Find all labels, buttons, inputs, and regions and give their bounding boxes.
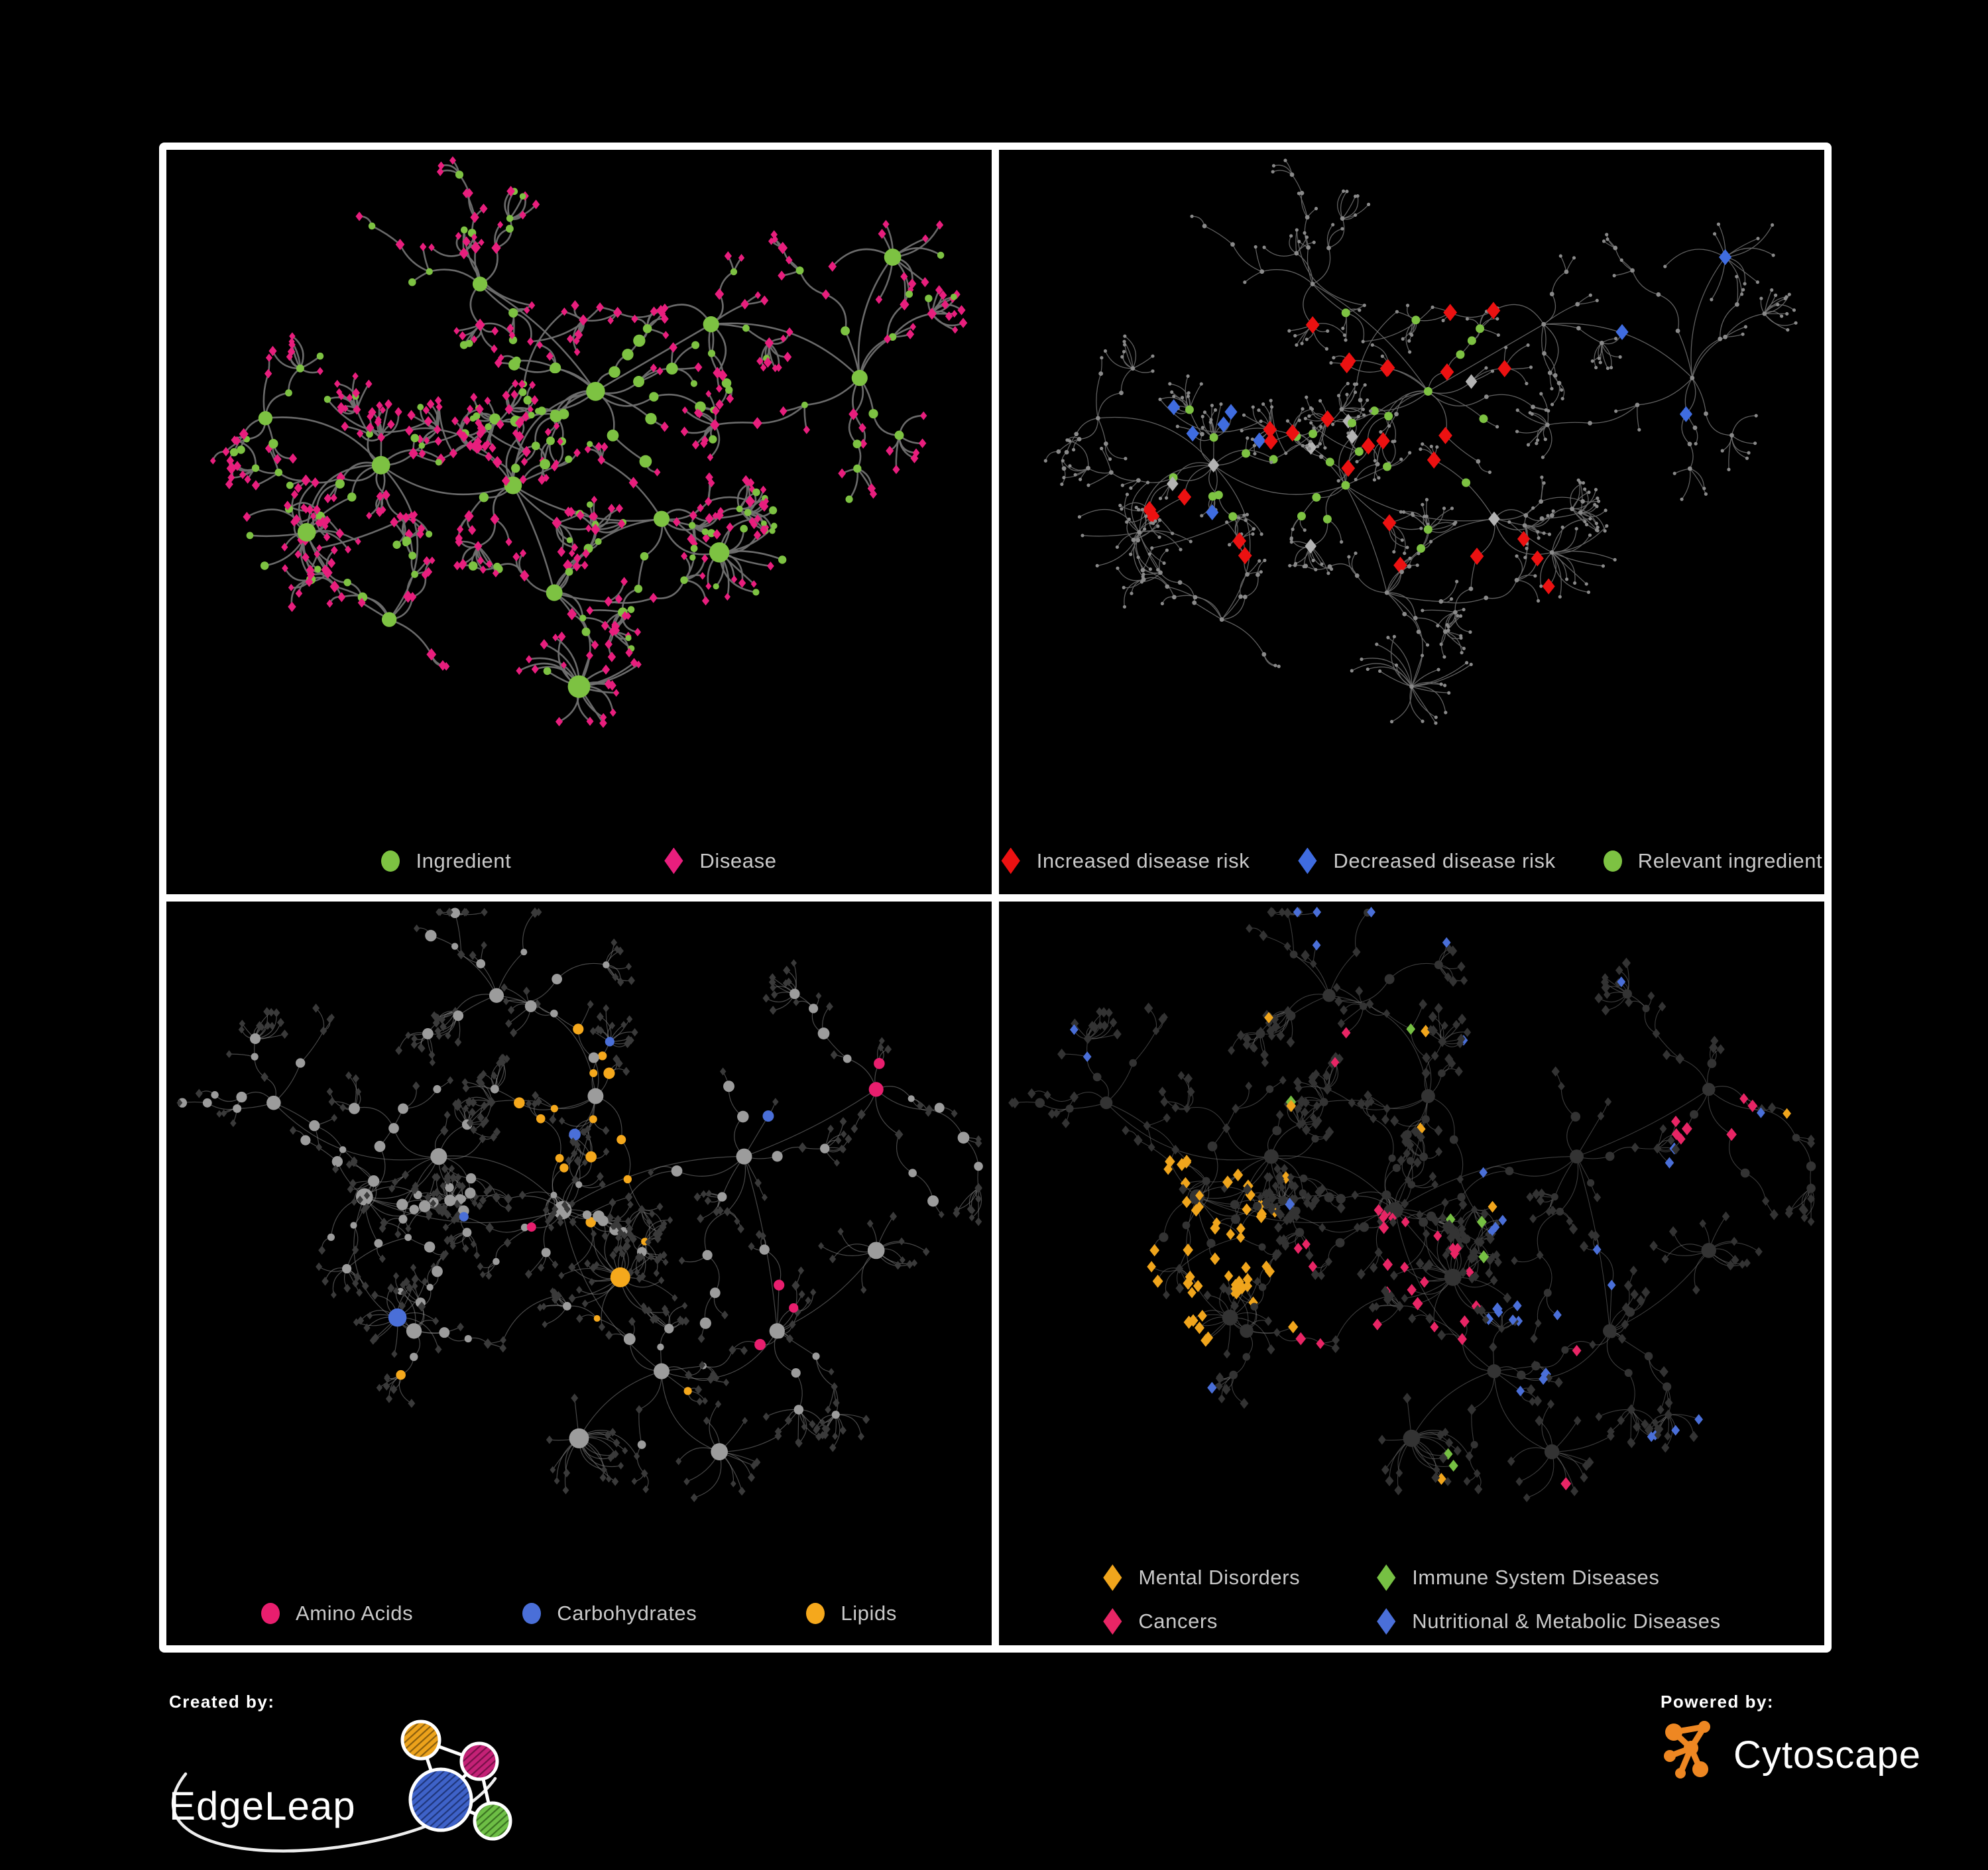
legend-disease-categories: Mental Disorders Immune System Diseases …: [999, 1564, 1824, 1635]
legend-label: Carbohydrates: [557, 1602, 697, 1625]
panel-disease-risk: Increased disease risk Decreased disease…: [999, 150, 1824, 894]
powered-by-label: Powered by:: [1661, 1692, 1775, 1712]
legend-item-carbohydrates: Carbohydrates: [522, 1602, 697, 1625]
edgeleap-logo: [400, 1720, 512, 1841]
legend-item-decreased-risk: Decreased disease risk: [1297, 847, 1556, 874]
legend-label: Increased disease risk: [1036, 848, 1250, 872]
legend-item-lipids: Lipids: [806, 1602, 897, 1625]
legend-item-amino-acids: Amino Acids: [261, 1602, 413, 1625]
immune-system-diamond-icon: [1377, 1564, 1396, 1591]
legend-item-nutritional-metabolic: Nutritional & Metabolic Diseases: [1376, 1608, 1720, 1635]
created-by-block: Created by: EdgeLeap: [169, 1692, 526, 1853]
legend-label: Amino Acids: [296, 1602, 414, 1625]
legend-label: Ingredient: [416, 848, 512, 872]
legend-item-ingredient: Ingredient: [381, 849, 511, 873]
carbohydrates-circle-icon: [522, 1603, 542, 1624]
network-nutrient-classes-svg: [176, 907, 983, 1502]
panel-disease-categories: Mental Disorders Immune System Diseases …: [999, 901, 1824, 1645]
legend-ingredient-disease: Ingredient Disease: [166, 847, 992, 874]
legend-label: Cancers: [1138, 1609, 1218, 1633]
legend-item-disease: Disease: [664, 847, 777, 874]
panel-nutrient-classes: Amino Acids Carbohydrates Lipids: [166, 901, 992, 1645]
graph-nodes: [209, 156, 968, 729]
mental-disorders-diamond-icon: [1103, 1564, 1122, 1591]
legend-disease-risk: Increased disease risk Decreased disease…: [999, 847, 1824, 874]
cytoscape-logo: [1664, 1721, 1710, 1779]
graph-edges: [1012, 911, 1815, 1498]
panels-grid: Ingredient Disease Increased disease ris…: [159, 143, 1832, 1653]
ingredient-circle-icon: [381, 850, 400, 872]
panel-ingredient-disease: Ingredient Disease: [166, 150, 992, 894]
legend-item-cancers: Cancers: [1102, 1608, 1300, 1635]
powered-by-block: Powered by: Cytoscape: [1661, 1692, 1921, 1781]
decreased-risk-diamond-icon: [1298, 847, 1317, 874]
graph-edges: [179, 911, 982, 1498]
cytoscape-brand-text: Cytoscape: [1733, 1733, 1922, 1777]
graph-edges: [1045, 160, 1796, 724]
cancers-diamond-icon: [1103, 1608, 1122, 1635]
legend-label: Mental Disorders: [1138, 1566, 1301, 1589]
cytoscape-logo-nodes: [1664, 1721, 1710, 1779]
legend-nutrient-classes: Amino Acids Carbohydrates Lipids: [166, 1602, 992, 1625]
network-ingredient-disease-svg: [209, 156, 968, 729]
edgeleap-logo-nodes: [400, 1720, 512, 1841]
legend-label: Relevant ingredient: [1637, 848, 1823, 872]
network-disease-categories-svg: [1008, 906, 1816, 1502]
increased-risk-diamond-icon: [1001, 847, 1020, 874]
graph-nodes: [1008, 906, 1816, 1502]
legend-label: Immune System Diseases: [1412, 1566, 1660, 1589]
amino-acids-circle-icon: [261, 1603, 280, 1624]
disease-diamond-icon: [664, 847, 683, 874]
legend-label: Disease: [699, 848, 777, 872]
legend-item-mental-disorders: Mental Disorders: [1102, 1564, 1300, 1591]
legend-label: Decreased disease risk: [1333, 848, 1556, 872]
legend-label: Nutritional & Metabolic Diseases: [1412, 1609, 1721, 1633]
legend-item-relevant-ingredient: Relevant ingredient: [1603, 848, 1823, 873]
graph-nodes: [1043, 158, 1798, 725]
lipids-circle-icon: [806, 1603, 825, 1624]
network-disease-risk-svg: [1043, 158, 1798, 725]
nutritional-metabolic-diamond-icon: [1377, 1608, 1396, 1635]
graph-nodes: [176, 907, 983, 1502]
created-by-label: Created by:: [169, 1692, 275, 1712]
legend-item-increased-risk: Increased disease risk: [1001, 847, 1250, 874]
legend-item-immune-system-diseases: Immune System Diseases: [1376, 1564, 1720, 1591]
legend-label: Lipids: [841, 1602, 897, 1625]
relevant-ingredient-circle-icon: [1603, 850, 1622, 872]
